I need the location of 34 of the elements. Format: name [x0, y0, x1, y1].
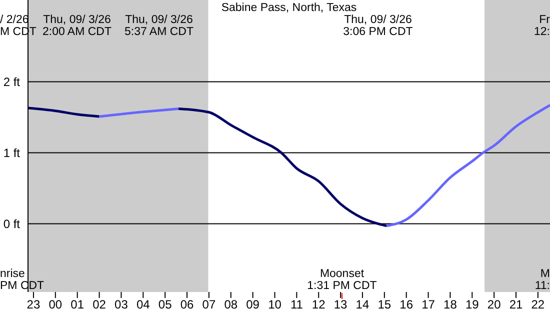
x-tick-label: 05 — [158, 298, 172, 312]
x-tick-label: 23 — [26, 298, 40, 312]
x-tick-label: 22 — [531, 298, 545, 312]
x-tick-label: 01 — [70, 298, 84, 312]
x-tick-label: 11 — [290, 298, 304, 312]
x-tick-label: 15 — [378, 298, 392, 312]
annotation: Fr 12: — [534, 14, 550, 38]
x-tick-label: 21 — [509, 298, 523, 312]
x-tick-label: 20 — [487, 298, 502, 312]
x-tick-label: 08 — [224, 298, 238, 312]
x-tick-label: 06 — [180, 298, 194, 312]
x-tick-label: 12 — [312, 298, 326, 312]
x-tick-label: 02 — [92, 298, 106, 312]
x-tick-label: 00 — [48, 298, 62, 312]
y-tick-label: 2 ft — [3, 74, 21, 89]
annotation: Moonset 1:31 PM CDT — [307, 268, 377, 292]
annotation: M 11: — [534, 268, 550, 292]
annotation: Thu, 09/ 3/26 2:00 AM CDT — [42, 14, 112, 38]
annotation: Thu, 09/ 3/26 3:06 PM CDT — [343, 14, 413, 38]
x-tick-label: 04 — [136, 298, 150, 312]
y-tick-label: 1 ft — [3, 146, 21, 160]
x-tick-label: 18 — [444, 298, 458, 312]
x-tick-label: 19 — [465, 298, 480, 312]
x-tick-label: 17 — [422, 298, 436, 312]
x-tick-label: 03 — [114, 298, 128, 312]
x-tick-label: 07 — [202, 298, 216, 312]
x-tick-label: 16 — [400, 298, 414, 312]
x-tick-label: 10 — [268, 298, 282, 312]
chart-title: Sabine Pass, North, Texas — [221, 2, 357, 14]
x-tick-label: 13 — [334, 298, 348, 312]
annotation: Thu, 09/ 3/26 5:37 AM CDT — [124, 14, 194, 38]
x-tick-label: 14 — [356, 298, 370, 312]
y-tick-label: 0 ft — [3, 217, 21, 232]
x-tick-label: 09 — [246, 298, 260, 312]
